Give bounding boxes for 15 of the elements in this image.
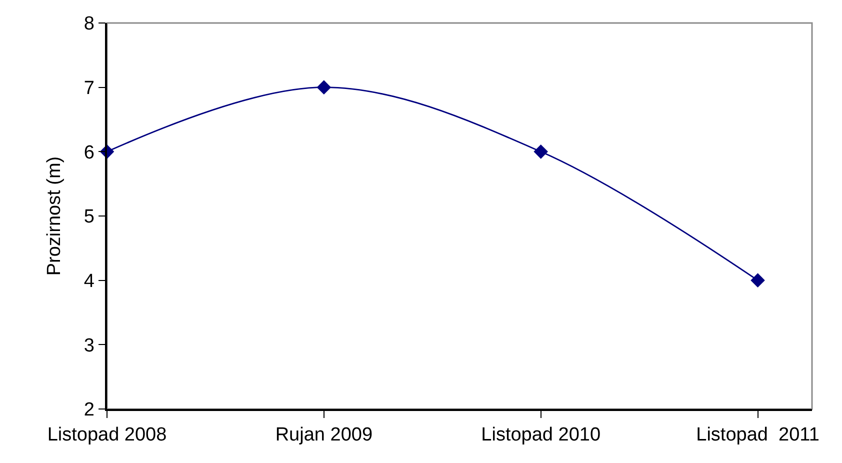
point (316, 80, 332, 94)
y-tick-label: 2 (84, 400, 94, 421)
y-tick-label: 3 (84, 335, 94, 356)
x-tick-label: Listopad 2010 (481, 424, 601, 446)
y-tick-label: 7 (84, 78, 94, 99)
point (534, 144, 548, 159)
x-tick-label: Listopad 2008 (47, 424, 167, 446)
y-tick-label: 4 (84, 270, 95, 292)
x-tick-label: Listopad 2011 (696, 424, 820, 446)
y-tick-label: 5 (84, 206, 94, 228)
y-tick-label: 8 (84, 14, 94, 35)
point (750, 273, 765, 288)
y-axis-title: Prozirnost (m) (44, 156, 66, 276)
y-tick-label: 6 (84, 142, 94, 164)
x-tick-label: Rujan 2009 (275, 424, 373, 446)
